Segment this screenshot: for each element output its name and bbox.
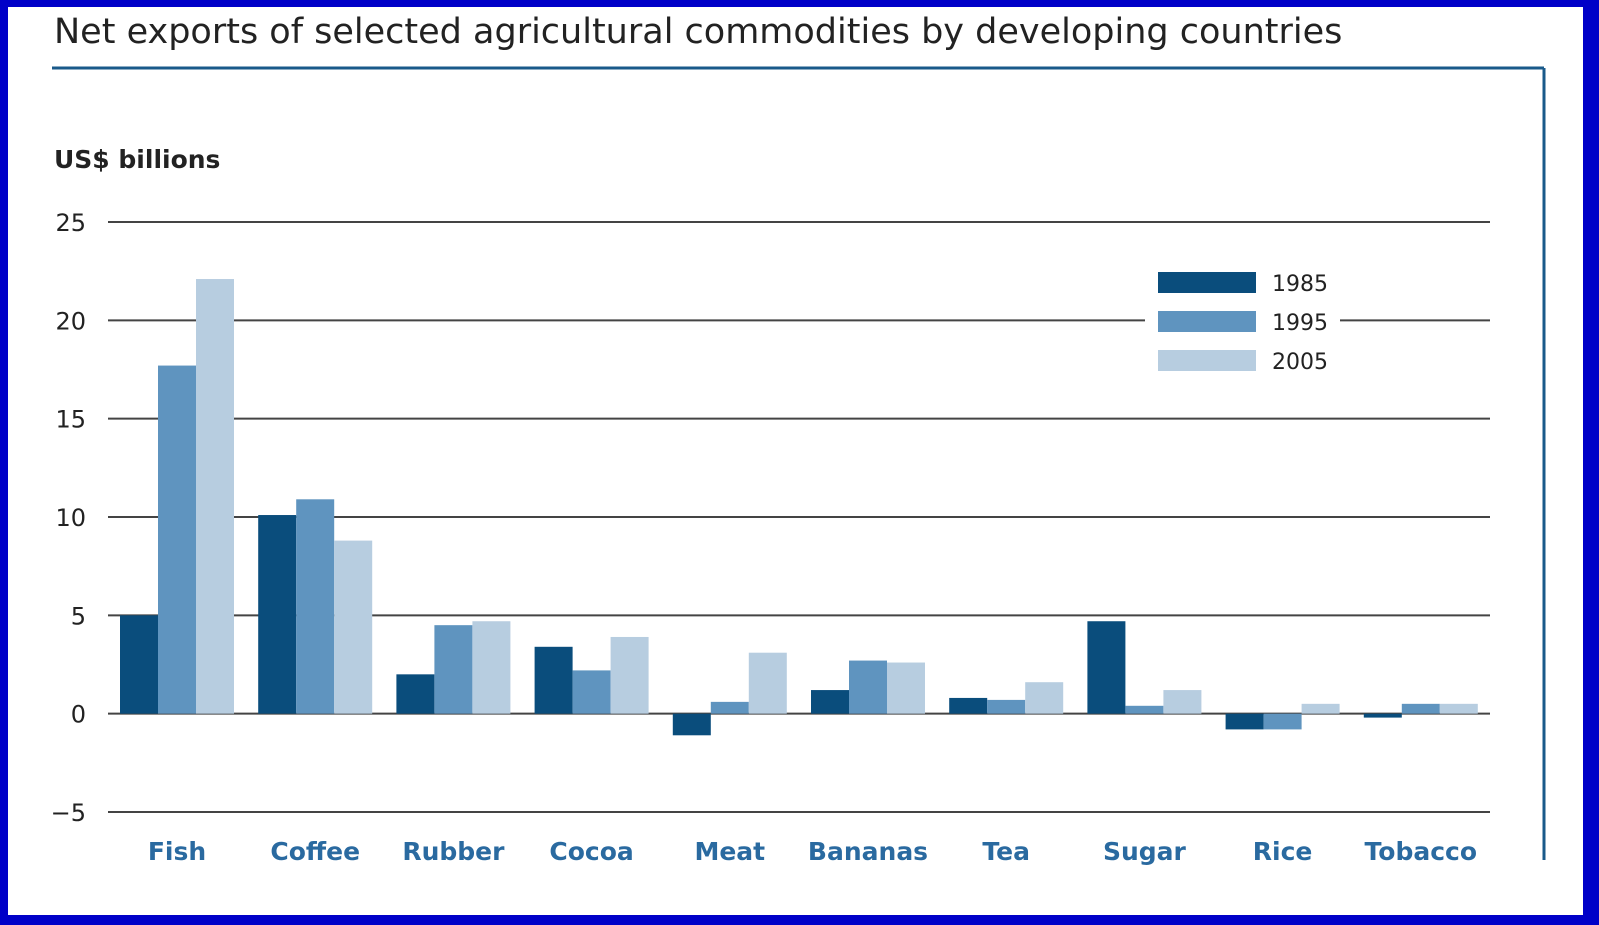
- y-tick-label: 5: [71, 602, 86, 630]
- x-category-label: Coffee: [270, 837, 360, 866]
- bar-bananas-1985: [811, 690, 849, 714]
- bar-rice-1985: [1225, 713, 1264, 730]
- bar-fish-2005: [196, 279, 234, 714]
- x-category-label: Rubber: [402, 837, 505, 866]
- bar-coffee-1985: [258, 515, 297, 714]
- x-category-label: Sugar: [1103, 837, 1187, 866]
- x-category-label: Rice: [1253, 837, 1313, 866]
- x-category-label: Cocoa: [549, 837, 633, 866]
- bar-sugar-1995: [1125, 705, 1164, 714]
- bar-tobacco-2005: [1439, 703, 1478, 714]
- bar-coffee-1995: [296, 499, 335, 714]
- bar-rubber-2005: [472, 621, 511, 714]
- bar-fish-1995: [158, 365, 196, 714]
- bar-tobacco-1995: [1401, 703, 1440, 714]
- chart-panel: [8, 7, 1583, 915]
- x-category-label: Meat: [694, 837, 765, 866]
- y-tick-label: −5: [51, 799, 86, 827]
- bar-rubber-1995: [434, 625, 473, 714]
- y-tick-label: 10: [55, 504, 86, 532]
- y-tick-label: 15: [55, 406, 86, 434]
- legend-swatch-1995: [1158, 311, 1256, 332]
- bar-bananas-1995: [849, 660, 887, 714]
- bar-rubber-1985: [396, 674, 435, 714]
- bar-rice-1995: [1263, 713, 1302, 730]
- y-tick-label: 20: [55, 307, 86, 335]
- chart-title: Net exports of selected agricultural com…: [54, 12, 1343, 52]
- x-category-label: Tea: [982, 837, 1030, 866]
- legend-swatch-1985: [1158, 272, 1256, 293]
- legend-label-2005: 2005: [1272, 350, 1328, 375]
- bar-sugar-2005: [1163, 690, 1202, 714]
- legend-label-1985: 1985: [1272, 272, 1328, 297]
- x-category-label: Bananas: [808, 837, 928, 866]
- y-tick-label: 25: [55, 209, 86, 237]
- bar-meat-1995: [710, 701, 749, 714]
- x-category-label: Tobacco: [1365, 837, 1478, 866]
- bar-cocoa-2005: [610, 636, 649, 714]
- bar-sugar-1985: [1087, 621, 1126, 714]
- bar-tea-1985: [949, 697, 988, 714]
- y-axis-label: US$ billions: [54, 145, 220, 174]
- bar-coffee-2005: [334, 540, 373, 714]
- bar-meat-1985: [672, 713, 711, 736]
- y-tick-label: 0: [71, 701, 86, 729]
- legend-swatch-2005: [1158, 350, 1256, 371]
- bar-tea-1995: [987, 699, 1026, 714]
- bar-cocoa-1995: [572, 670, 611, 714]
- bar-fish-1985: [120, 615, 158, 714]
- bar-rice-2005: [1301, 703, 1340, 714]
- bar-bananas-2005: [887, 662, 925, 714]
- x-category-label: Fish: [148, 837, 206, 866]
- bar-cocoa-1985: [534, 646, 573, 714]
- bar-tobacco-1985: [1363, 713, 1402, 718]
- legend-label-1995: 1995: [1272, 311, 1328, 336]
- bar-meat-2005: [748, 652, 787, 714]
- bar-tea-2005: [1025, 682, 1064, 714]
